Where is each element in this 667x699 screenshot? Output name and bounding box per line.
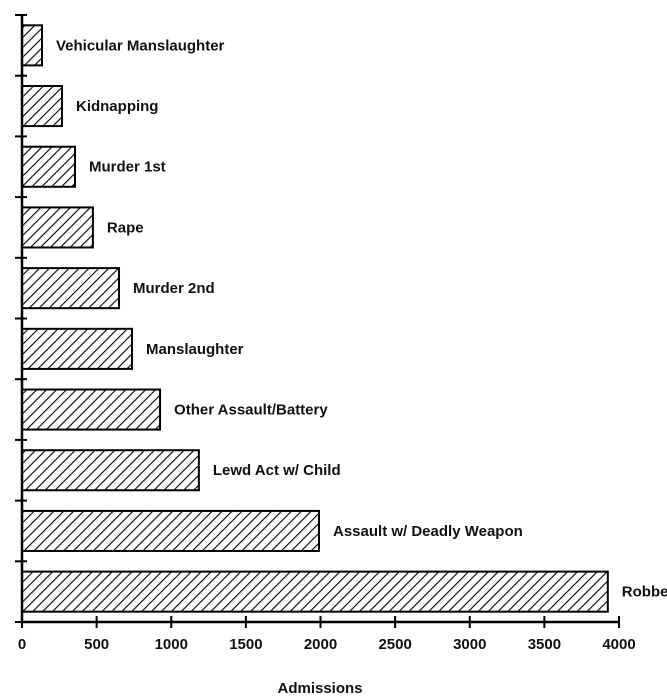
x-tick-label: 1000 [155,636,188,653]
x-tick-label: 3000 [453,636,486,653]
bar-label: Murder 1st [89,159,166,176]
x-tick-label: 2500 [378,636,411,653]
bar [21,509,321,552]
bar-label: Assault w/ Deadly Weapon [333,523,523,540]
bar [21,85,63,128]
x-tick-label: 0 [18,636,26,653]
bar [21,24,43,67]
x-tick-label: 2000 [304,636,337,653]
bar [21,327,133,370]
bar [21,449,200,492]
bar-label: Rape [107,219,144,236]
bar-label: Murder 2nd [133,280,215,297]
bar [21,267,121,310]
bar [21,145,76,188]
x-tick-label: 1500 [229,636,262,653]
x-tick-label: 4000 [602,636,635,653]
bar [21,206,94,249]
bar-label: Robbery [622,584,667,601]
bar [21,570,609,613]
bar-label: Lewd Act w/ Child [213,462,341,479]
x-tick-label: 3500 [528,636,561,653]
bar-label: Other Assault/Battery [174,402,328,419]
bar-label: Manslaughter [146,341,244,358]
bar-label: Vehicular Manslaughter [56,37,225,54]
x-tick-label: 500 [84,636,109,653]
bar-label: Kidnapping [76,98,158,115]
x-axis-label: Admissions [277,680,362,697]
bar [21,388,162,431]
